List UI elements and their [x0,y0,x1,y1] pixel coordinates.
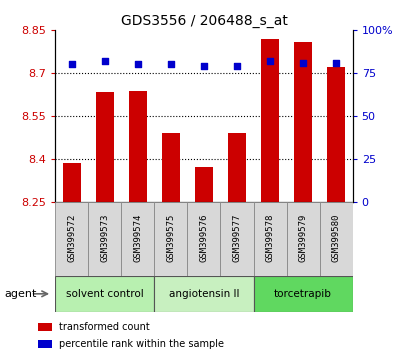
Bar [253,202,286,276]
Bar [319,202,352,276]
Text: GSM399577: GSM399577 [232,213,241,262]
Text: torcetrapib: torcetrapib [274,289,331,299]
Point [101,58,108,64]
Bar [286,202,319,276]
Title: GDS3556 / 206488_s_at: GDS3556 / 206488_s_at [120,14,287,28]
Text: GSM399575: GSM399575 [166,213,175,262]
Bar [162,133,180,202]
Bar [194,167,213,202]
Point [299,60,306,65]
Point [167,62,174,67]
Bar [154,202,187,276]
Bar [96,92,114,202]
Text: GSM399578: GSM399578 [265,213,274,262]
Text: angiotensin II: angiotensin II [169,289,238,299]
Bar [38,323,52,331]
Bar [38,340,52,348]
Bar [121,202,154,276]
Bar [253,276,352,312]
Point [233,63,240,69]
Bar [55,202,88,276]
Bar [63,163,81,202]
Text: GSM399580: GSM399580 [331,213,340,262]
Bar [260,39,279,202]
Point [68,62,75,67]
Bar [88,202,121,276]
Bar [55,276,154,312]
Bar [227,133,245,202]
Point [134,62,141,67]
Text: solvent control: solvent control [66,289,144,299]
Text: GSM399576: GSM399576 [199,213,208,262]
Bar [220,202,253,276]
Bar [154,276,253,312]
Point [200,63,207,69]
Bar [326,67,344,202]
Text: GSM399572: GSM399572 [67,213,76,262]
Bar [128,91,147,202]
Text: agent: agent [4,289,36,299]
Text: GSM399574: GSM399574 [133,213,142,262]
Bar [293,41,311,202]
Text: GSM399579: GSM399579 [298,213,307,262]
Text: GSM399573: GSM399573 [100,213,109,262]
Text: percentile rank within the sample: percentile rank within the sample [58,339,223,349]
Bar [187,202,220,276]
Text: transformed count: transformed count [58,322,149,332]
Point [332,60,339,65]
Point [266,58,273,64]
